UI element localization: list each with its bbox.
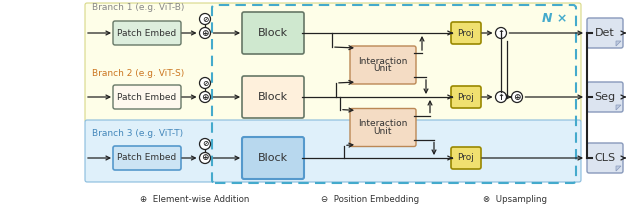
- FancyBboxPatch shape: [587, 143, 623, 173]
- Text: Proj: Proj: [458, 153, 474, 163]
- Circle shape: [495, 28, 506, 38]
- Text: Patch Embed: Patch Embed: [117, 153, 177, 163]
- Text: Block: Block: [258, 92, 288, 102]
- Text: Patch Embed: Patch Embed: [117, 28, 177, 37]
- Text: ⊕  Element-wise Addition: ⊕ Element-wise Addition: [140, 195, 250, 204]
- Text: Interaction: Interaction: [358, 120, 408, 129]
- Text: Proj: Proj: [458, 93, 474, 102]
- Text: ⊘: ⊘: [202, 79, 208, 88]
- Text: Branch 2 (e.g. ViT-S): Branch 2 (e.g. ViT-S): [92, 69, 184, 78]
- Text: ⊖  Position Embedding: ⊖ Position Embedding: [321, 195, 419, 204]
- Text: Interaction: Interaction: [358, 57, 408, 66]
- Text: Branch 1 (e.g. ViT-B): Branch 1 (e.g. ViT-B): [92, 4, 184, 13]
- Text: Proj: Proj: [458, 28, 474, 37]
- Circle shape: [511, 92, 522, 102]
- FancyBboxPatch shape: [242, 12, 304, 54]
- FancyBboxPatch shape: [85, 120, 581, 182]
- Text: ⊕: ⊕: [513, 93, 521, 102]
- Circle shape: [200, 78, 211, 88]
- Text: Seg: Seg: [595, 92, 616, 102]
- FancyBboxPatch shape: [350, 46, 416, 84]
- Circle shape: [200, 139, 211, 149]
- Text: ⊕: ⊕: [201, 153, 209, 163]
- Circle shape: [200, 14, 211, 24]
- Text: ⊘: ⊘: [202, 139, 208, 149]
- Polygon shape: [616, 166, 621, 171]
- Text: Branch 3 (e.g. ViT-T): Branch 3 (e.g. ViT-T): [92, 129, 183, 138]
- Text: Unit: Unit: [374, 126, 392, 135]
- Text: Block: Block: [258, 28, 288, 38]
- Text: ⊕: ⊕: [201, 28, 209, 37]
- FancyBboxPatch shape: [242, 137, 304, 179]
- FancyBboxPatch shape: [587, 82, 623, 112]
- FancyBboxPatch shape: [242, 76, 304, 118]
- Circle shape: [200, 92, 211, 102]
- Text: ↑: ↑: [497, 93, 504, 102]
- FancyBboxPatch shape: [587, 18, 623, 48]
- Text: Block: Block: [258, 153, 288, 163]
- FancyBboxPatch shape: [350, 108, 416, 147]
- Text: Patch Embed: Patch Embed: [117, 93, 177, 102]
- Text: ⊗  Upsampling: ⊗ Upsampling: [483, 195, 547, 204]
- FancyBboxPatch shape: [113, 21, 181, 45]
- Polygon shape: [616, 105, 621, 110]
- Text: ⊕: ⊕: [201, 93, 209, 102]
- Text: ⊘: ⊘: [202, 14, 208, 23]
- FancyBboxPatch shape: [113, 146, 181, 170]
- FancyBboxPatch shape: [451, 22, 481, 44]
- Circle shape: [495, 92, 506, 102]
- Circle shape: [200, 153, 211, 163]
- FancyBboxPatch shape: [451, 86, 481, 108]
- FancyBboxPatch shape: [451, 147, 481, 169]
- Text: CLS: CLS: [595, 153, 616, 163]
- FancyBboxPatch shape: [85, 3, 581, 122]
- Circle shape: [200, 28, 211, 38]
- Text: Unit: Unit: [374, 64, 392, 73]
- FancyBboxPatch shape: [113, 85, 181, 109]
- Text: Det: Det: [595, 28, 615, 38]
- Polygon shape: [616, 41, 621, 46]
- Text: ↑: ↑: [497, 28, 504, 37]
- Text: N ×: N ×: [542, 11, 568, 24]
